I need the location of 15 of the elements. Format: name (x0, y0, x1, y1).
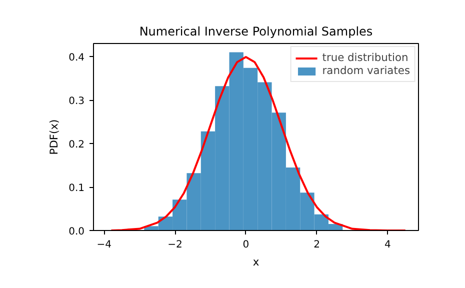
x-tick-label: −2 (168, 240, 182, 250)
x-tick-label: 2 (314, 240, 320, 250)
y-axis-title: PDF(x) (48, 119, 61, 155)
y-tick-label: 0.0 (68, 226, 85, 238)
y-tick-label: 0.3 (68, 96, 85, 108)
x-tick-label: 4 (384, 240, 391, 250)
x-tick-label: −4 (96, 240, 112, 250)
x-axis-title: x (252, 256, 260, 268)
x-tick-label: 0 (242, 240, 250, 250)
y-tick-label: 0.4 (68, 52, 85, 64)
y-tick-label: 0.1 (68, 183, 85, 194)
legend-label: random variates (322, 64, 410, 77)
chart-title: Numerical Inverse Polynomial Samples (139, 24, 373, 38)
legend-label: true distribution (322, 51, 408, 64)
y-tick-label: 0.2 (68, 140, 85, 151)
